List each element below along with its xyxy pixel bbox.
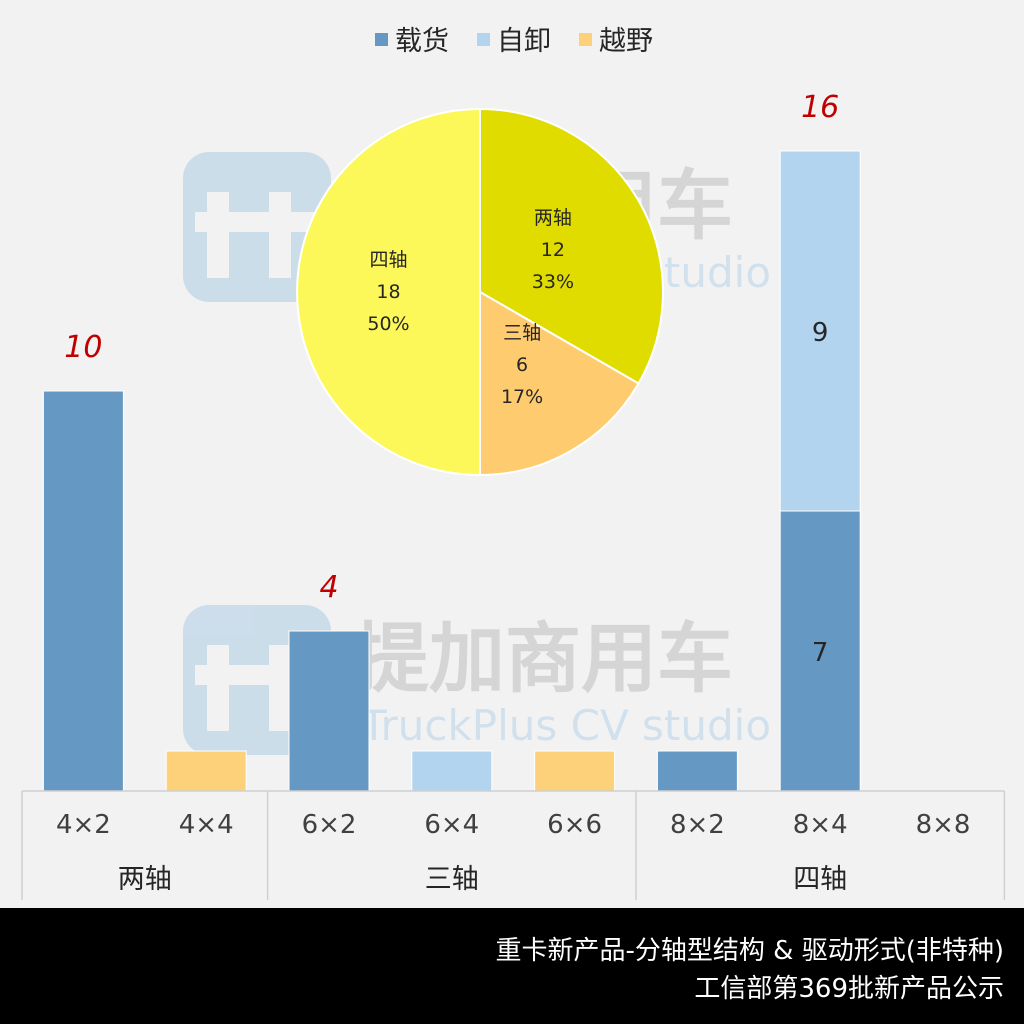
legend-label: 载货 (395, 26, 449, 57)
watermark-logo-stroke (207, 645, 229, 731)
x-tick-label: 6×4 (424, 810, 479, 840)
pie-data-label: 18 (376, 281, 400, 303)
group-label: 两轴 (118, 864, 172, 895)
legend-swatch (477, 33, 490, 46)
x-tick-label: 8×8 (916, 810, 971, 840)
group-label: 三轴 (425, 864, 479, 895)
bar-6×4-自卸 (411, 750, 493, 792)
pie-data-label: 两轴 (534, 207, 572, 229)
watermark-logo-stroke (195, 665, 257, 685)
category-axis: 4×2 4×4 6×2 6×4 6×6 8×2 8×4 8×8 两轴 三轴 四轴 (21, 790, 1006, 900)
segment-data-label: 7 (812, 638, 829, 668)
x-tick-label: 6×2 (302, 810, 357, 840)
bar-6×6-越野 (534, 750, 616, 792)
watermark-brand: 提加商用车 (353, 614, 733, 703)
watermark-logo-stroke (257, 212, 319, 232)
watermark-logo-icon (183, 152, 331, 302)
legend-label: 越野 (599, 26, 653, 57)
pie-data-label: 12 (541, 239, 565, 261)
watermark-logo-stroke (269, 645, 291, 731)
total-data-label: 4 (319, 570, 338, 605)
pie-slice-四轴 (296, 107, 481, 477)
pie-data-label: 33% (532, 271, 574, 293)
bar-4×4-越野 (165, 750, 247, 792)
bar-6×2-载货 (288, 630, 370, 792)
total-data-label: 16 (801, 90, 839, 125)
bar-chart: 7 9 10 4 16 (42, 90, 861, 792)
x-tick-label: 6×6 (547, 810, 602, 840)
watermark-subtitle: TruckPlus CV studio (360, 701, 771, 750)
watermark-logo-stroke (269, 192, 291, 278)
pie-data-label: 四轴 (369, 249, 407, 271)
bar-8×2-载货 (656, 750, 738, 792)
legend-swatch (375, 33, 388, 46)
x-tick-label: 8×2 (670, 810, 725, 840)
total-data-label: 10 (64, 330, 102, 365)
pie-data-label: 50% (367, 313, 409, 335)
pie-data-label: 6 (516, 354, 528, 376)
footer-subtitle: 工信部第369批新产品公示 (694, 974, 1004, 1004)
pie-data-label: 17% (501, 386, 543, 408)
x-tick-label: 8×4 (793, 810, 848, 840)
pie-chart: 两轴 12 33% 三轴 6 17% 四轴 18 50% (296, 107, 664, 477)
pie-slice-两轴 (479, 107, 664, 385)
bar-4×2-载货 (42, 390, 124, 792)
chart-legend: 载货 自卸 越野 (375, 26, 653, 57)
segment-data-label: 9 (812, 318, 829, 348)
bar-8×4-载货 (779, 510, 861, 792)
legend-swatch (579, 33, 592, 46)
footer-title: 重卡新产品-分轴型结构 & 驱动形式(非特种) (495, 936, 1004, 966)
x-tick-label: 4×4 (179, 810, 234, 840)
pie-slice-三轴 (479, 290, 640, 477)
pie-data-label: 三轴 (503, 322, 541, 344)
watermark-logo-stroke (207, 192, 229, 278)
legend-label: 自卸 (497, 26, 551, 57)
bar-8×4-自卸 (779, 150, 861, 512)
footer-caption: 重卡新产品-分轴型结构 & 驱动形式(非特种) 工信部第369批新产品公示 (0, 908, 1024, 1024)
watermark-logo-stroke (195, 212, 257, 232)
group-label: 四轴 (793, 864, 847, 895)
x-tick-label: 4×2 (56, 810, 111, 840)
